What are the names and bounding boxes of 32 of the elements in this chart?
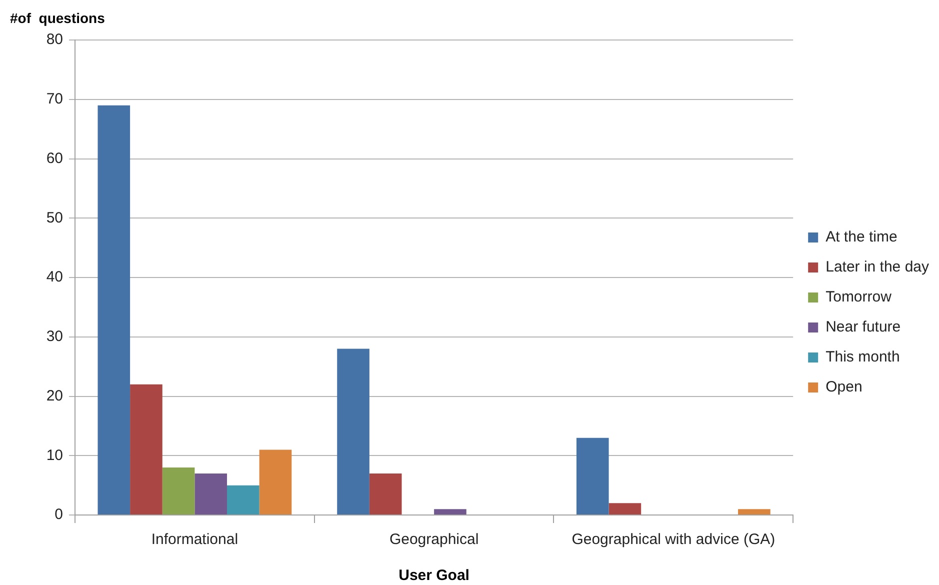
y-tick-label: 20	[46, 387, 63, 404]
bar	[194, 473, 227, 514]
bar	[98, 105, 130, 514]
bar	[226, 485, 260, 514]
y-tick-label: 80	[46, 31, 63, 48]
legend-label: Later in the day	[826, 258, 930, 276]
legend-label: Tomorrow	[826, 288, 892, 306]
legend-label: Near future	[826, 318, 901, 336]
bar	[130, 384, 162, 514]
x-tick-label: Geographical with advice (GA)	[572, 531, 776, 548]
bar	[608, 503, 642, 514]
y-tick-label: 40	[46, 268, 63, 286]
legend-label: Open	[826, 378, 862, 396]
y-tick-label: 70	[46, 90, 63, 108]
x-tick-label: Geographical	[389, 531, 479, 548]
y-tick-label: 30	[46, 328, 63, 346]
y-tick-label: 50	[46, 209, 63, 226]
legend-label: This month	[826, 348, 900, 366]
bar	[369, 473, 402, 514]
bar	[576, 438, 609, 514]
legend-label: At the time	[826, 228, 898, 246]
bar	[434, 509, 466, 514]
x-tick-label: Informational	[151, 531, 238, 548]
y-tick-label: 0	[54, 506, 63, 524]
y-axis-title: #of questions	[10, 10, 106, 26]
y-tick-label: 10	[46, 446, 63, 464]
y-tick-label: 60	[46, 150, 63, 167]
bar	[337, 348, 370, 514]
bar	[162, 468, 195, 514]
bar	[259, 450, 292, 514]
x-axis-title: User Goal	[398, 567, 470, 584]
bar	[738, 509, 770, 514]
